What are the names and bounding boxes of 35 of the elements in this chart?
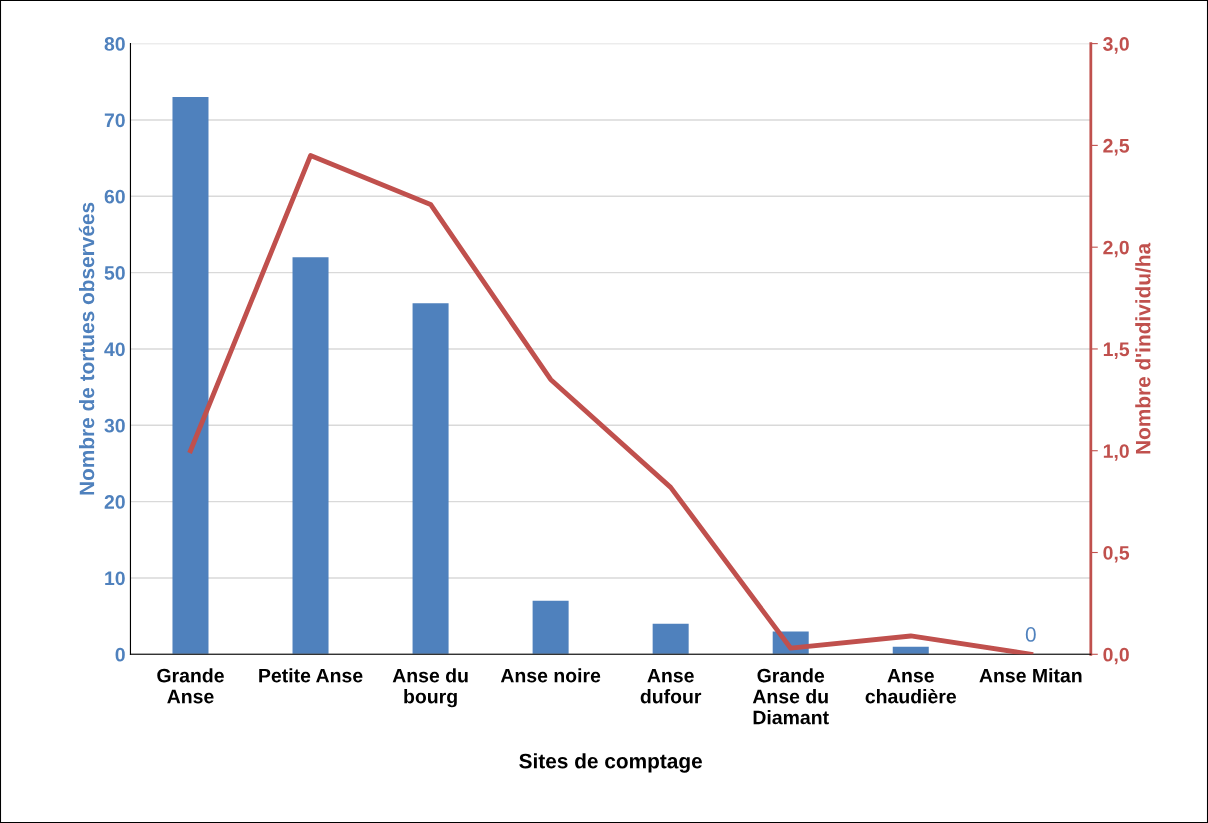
bar	[412, 303, 449, 655]
data-label: 0	[1025, 627, 1036, 642]
bar	[292, 257, 329, 655]
y-tick-label: 80	[104, 37, 125, 51]
x-tick-label: Grande Anse	[157, 668, 224, 704]
x-tick-label: Anse dufour	[640, 668, 702, 704]
y2-tick-label: 1,5	[1103, 342, 1130, 360]
bar	[652, 623, 689, 655]
y-axis-title: Nombre de tortues observées	[78, 202, 95, 495]
y2-tick-label: 1,0	[1103, 444, 1129, 461]
x-tick-label: Anse Mitan	[979, 668, 1082, 683]
line-series	[188, 153, 1034, 655]
y-tick-label: 70	[104, 113, 125, 128]
bar	[172, 97, 209, 655]
y-tick-label: 50	[104, 266, 125, 280]
y2-tick-label: 3,0	[1103, 37, 1129, 54]
y2-axis-title: Nombre d'individu/ha	[1135, 242, 1151, 454]
x-tick-label: Petite Anse	[259, 668, 363, 683]
y2-tick-label: 0,5	[1103, 545, 1130, 563]
y-tick-label: 20	[104, 495, 125, 509]
x-tick-label: Anse chaudière	[865, 668, 957, 704]
x-tick-label: Anse noire	[500, 668, 601, 683]
y-tick-label: 0	[115, 647, 125, 662]
x-tick-label: Anse du bourg	[392, 668, 468, 708]
bar	[532, 600, 569, 655]
y-tick-label: 30	[104, 418, 125, 433]
y-tick-label: 60	[104, 189, 125, 204]
x-tick-label: Grande Anse du Diamant	[752, 668, 829, 725]
y2-tick-label: 2,5	[1103, 138, 1130, 156]
y2-tick-label: 2,0	[1103, 240, 1129, 258]
y-tick-label: 10	[105, 571, 125, 586]
bar	[892, 646, 929, 655]
y-tick-label: 40	[104, 342, 125, 357]
x-axis-title: Sites de comptage	[519, 753, 702, 773]
y2-tick-label: 0,0	[1103, 647, 1129, 665]
